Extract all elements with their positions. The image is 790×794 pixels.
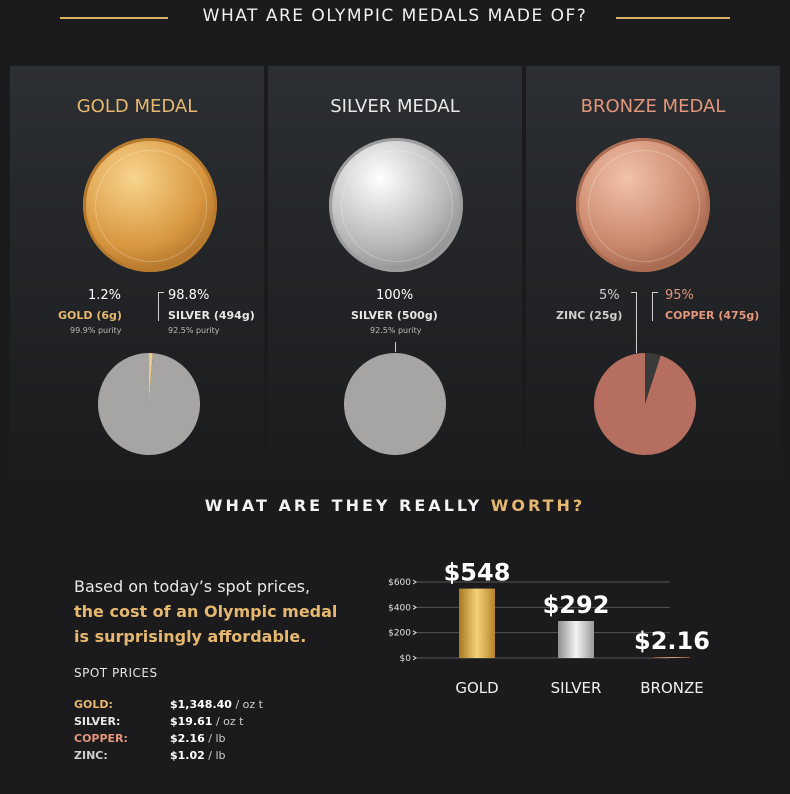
spot-unit-copper: / lb xyxy=(208,732,226,745)
gold-medal-image xyxy=(83,138,217,272)
page-title: WHAT ARE OLYMPIC MEDALS MADE OF? xyxy=(202,6,588,26)
y-tick-marker xyxy=(412,655,417,661)
y-tick-label: $600 xyxy=(388,578,411,588)
silver-medal-title: SILVER MEDAL xyxy=(330,96,460,117)
worth-title-prefix: WHAT ARE THEY REALLY xyxy=(204,496,483,515)
gold-silver-percent: 98.8% xyxy=(168,288,210,303)
bar-value-label: $292 xyxy=(543,591,610,619)
header-line-right xyxy=(616,17,730,19)
x-category-label: SILVER xyxy=(551,679,602,697)
lead-line-3: is surprisingly affordable. xyxy=(74,627,307,646)
spot-metal-copper: COPPER: xyxy=(74,732,128,745)
y-tick-label: $200 xyxy=(388,629,411,639)
gold-silver-purity: 92.5% purity xyxy=(168,326,220,335)
silver-silver-purity: 92.5% purity xyxy=(370,326,422,335)
spot-value-copper: $2.16 xyxy=(170,732,205,745)
lead-line-1: Based on today’s spot prices, xyxy=(74,577,311,596)
spot-value-gold: $1,348.40 xyxy=(170,698,232,711)
spot-unit-zinc: / lb xyxy=(208,749,226,762)
silver-silver-label: SILVER (500g) xyxy=(351,309,438,322)
spot-prices-title: SPOT PRICES xyxy=(74,666,158,680)
pie-slice-zinc xyxy=(645,353,661,404)
spot-metal-gold: GOLD: xyxy=(74,698,113,711)
silver-medal-pie-chart xyxy=(344,353,446,455)
gold-medal-title: GOLD MEDAL xyxy=(76,96,198,117)
gold-gold-purity: 99.9% purity xyxy=(70,326,122,335)
bronze-medal-pie-chart xyxy=(594,353,696,455)
bronze-zinc-percent: 5% xyxy=(599,288,620,303)
silver-tick xyxy=(395,342,396,352)
worth-lead-text: Based on today’s spot prices, the cost o… xyxy=(74,574,337,649)
silver-medal-image xyxy=(329,138,463,272)
bronze-copper-bracket xyxy=(652,292,658,321)
bar-bronze xyxy=(654,657,690,658)
y-tick-label: $400 xyxy=(388,603,411,613)
spot-price-gold: GOLD: $1,348.40 / oz t xyxy=(74,698,263,711)
header-line-left xyxy=(60,17,168,19)
spot-value-zinc: $1.02 xyxy=(170,749,205,762)
silver-silver-percent: 100% xyxy=(376,288,414,303)
medal-worth-bar-chart: $0 $200 $400 $600 $548 GOLD $292 SILVER $2.16 BRO… xyxy=(388,559,710,697)
pie-slice-gold xyxy=(149,353,153,404)
spot-value-silver: $19.61 xyxy=(170,715,213,728)
spot-price-silver: SILVER: $19.61 / oz t xyxy=(74,715,243,728)
spot-metal-silver: SILVER: xyxy=(74,715,121,728)
worth-title-highlight: WORTH? xyxy=(490,496,586,515)
worth-title: WHAT ARE THEY REALLY WORTH? xyxy=(0,496,790,515)
pie-slice-silver xyxy=(98,353,200,455)
gold-gold-label: GOLD (6g) xyxy=(58,309,122,322)
y-tick-marker xyxy=(412,604,417,610)
pie-slice-silver xyxy=(344,353,446,455)
x-category-label: BRONZE xyxy=(640,679,704,697)
bronze-copper-percent: 95% xyxy=(665,288,694,303)
bronze-zinc-bracket xyxy=(631,292,637,353)
spot-unit-gold: / oz t xyxy=(235,698,263,711)
y-tick-label: $0 xyxy=(400,654,412,664)
spot-unit-silver: / oz t xyxy=(215,715,244,728)
gold-medal-pie-chart xyxy=(98,353,200,455)
spot-price-zinc: ZINC: $1.02 / lb xyxy=(74,749,226,762)
bronze-zinc-label: ZINC (25g) xyxy=(556,309,623,322)
y-tick-marker xyxy=(412,630,417,636)
gold-silver-label: SILVER (494g) xyxy=(168,309,255,322)
gold-gold-percent: 1.2% xyxy=(88,288,122,303)
spot-price-copper: COPPER: $2.16 / lb xyxy=(74,732,226,745)
lead-line-2: the cost of an Olympic medal xyxy=(74,602,338,621)
bronze-medal-title: BRONZE MEDAL xyxy=(580,96,726,117)
gold-bracket xyxy=(158,292,164,321)
spot-metal-zinc: ZINC: xyxy=(74,749,108,762)
pie-slice-copper xyxy=(594,353,696,455)
bar-value-label: $2.16 xyxy=(634,627,710,655)
y-tick-marker xyxy=(412,579,417,585)
bronze-medal-image xyxy=(576,138,710,272)
x-category-label: GOLD xyxy=(455,679,498,697)
bar-silver xyxy=(558,621,594,658)
bronze-copper-label: COPPER (475g) xyxy=(665,309,760,322)
bar-value-label: $548 xyxy=(444,559,511,587)
bar-gold xyxy=(459,588,495,658)
